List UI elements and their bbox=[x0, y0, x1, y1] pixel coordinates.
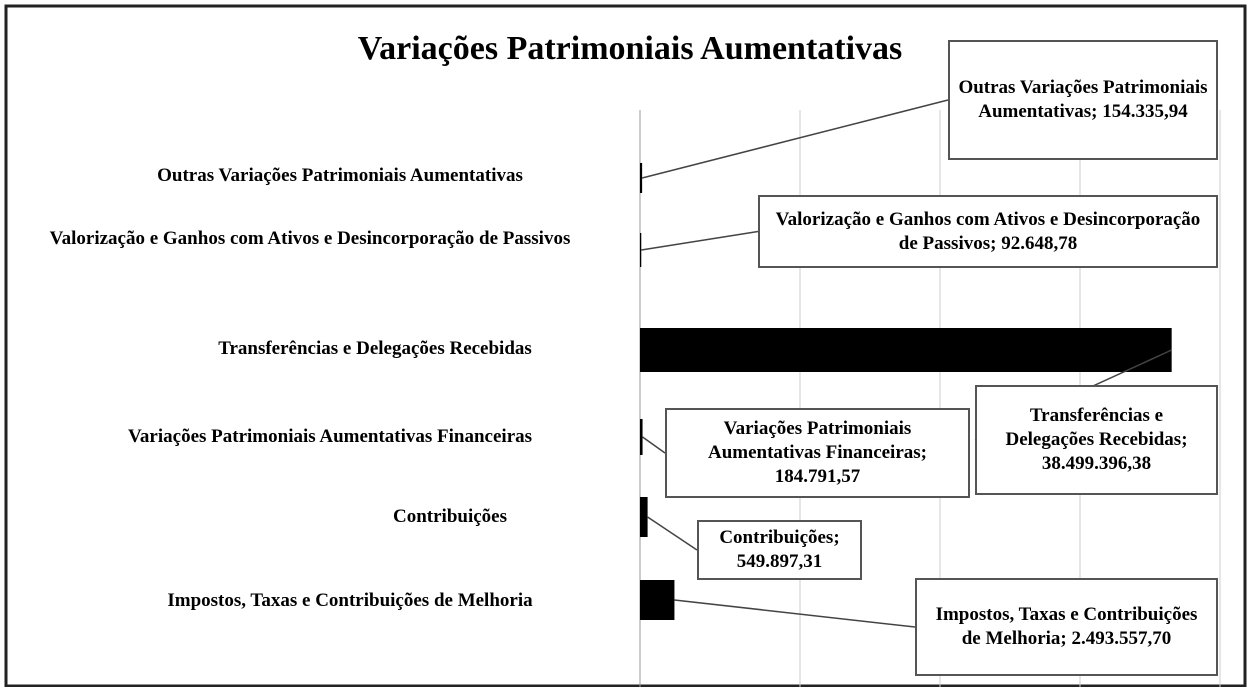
leader-line bbox=[647, 516, 698, 551]
data-label: Contribuições; 549.897,31 bbox=[697, 520, 862, 580]
y-tick-label: Contribuições bbox=[393, 506, 507, 527]
y-tick-label: Variações Patrimoniais Aumentativas Fina… bbox=[127, 426, 533, 447]
leader-line bbox=[674, 599, 916, 628]
y-tick-label: Transferências e Delegações Recebidas bbox=[218, 338, 532, 359]
bar bbox=[640, 328, 1172, 372]
bar bbox=[640, 233, 642, 267]
bar bbox=[640, 419, 643, 455]
y-tick-label: Impostos, Taxas e Contribuições de Melho… bbox=[167, 590, 533, 611]
leader-line bbox=[641, 99, 949, 179]
y-tick-label: Outras Variações Patrimoniais Aumentativ… bbox=[157, 165, 523, 186]
bar bbox=[640, 497, 648, 537]
frame bbox=[4, 4, 1247, 687]
leader-line bbox=[641, 230, 759, 251]
data-label: Impostos, Taxas e Contribuições de Melho… bbox=[915, 578, 1218, 676]
data-label: Transferências e Delegações Recebidas; 3… bbox=[975, 385, 1218, 495]
bar bbox=[640, 163, 643, 193]
leader-line bbox=[642, 436, 666, 454]
data-label: Valorização e Ganhos com Ativos e Desinc… bbox=[758, 195, 1218, 268]
data-label: Outras Variações Patrimoniais Aumentativ… bbox=[948, 40, 1218, 160]
chart-title: Variações Patrimoniais Aumentativas bbox=[357, 30, 903, 67]
data-label: Variações Patrimoniais Aumentativas Fina… bbox=[665, 408, 970, 498]
y-tick-label: Valorização e Ganhos com Ativos e Desinc… bbox=[49, 228, 571, 249]
bar bbox=[640, 580, 675, 620]
